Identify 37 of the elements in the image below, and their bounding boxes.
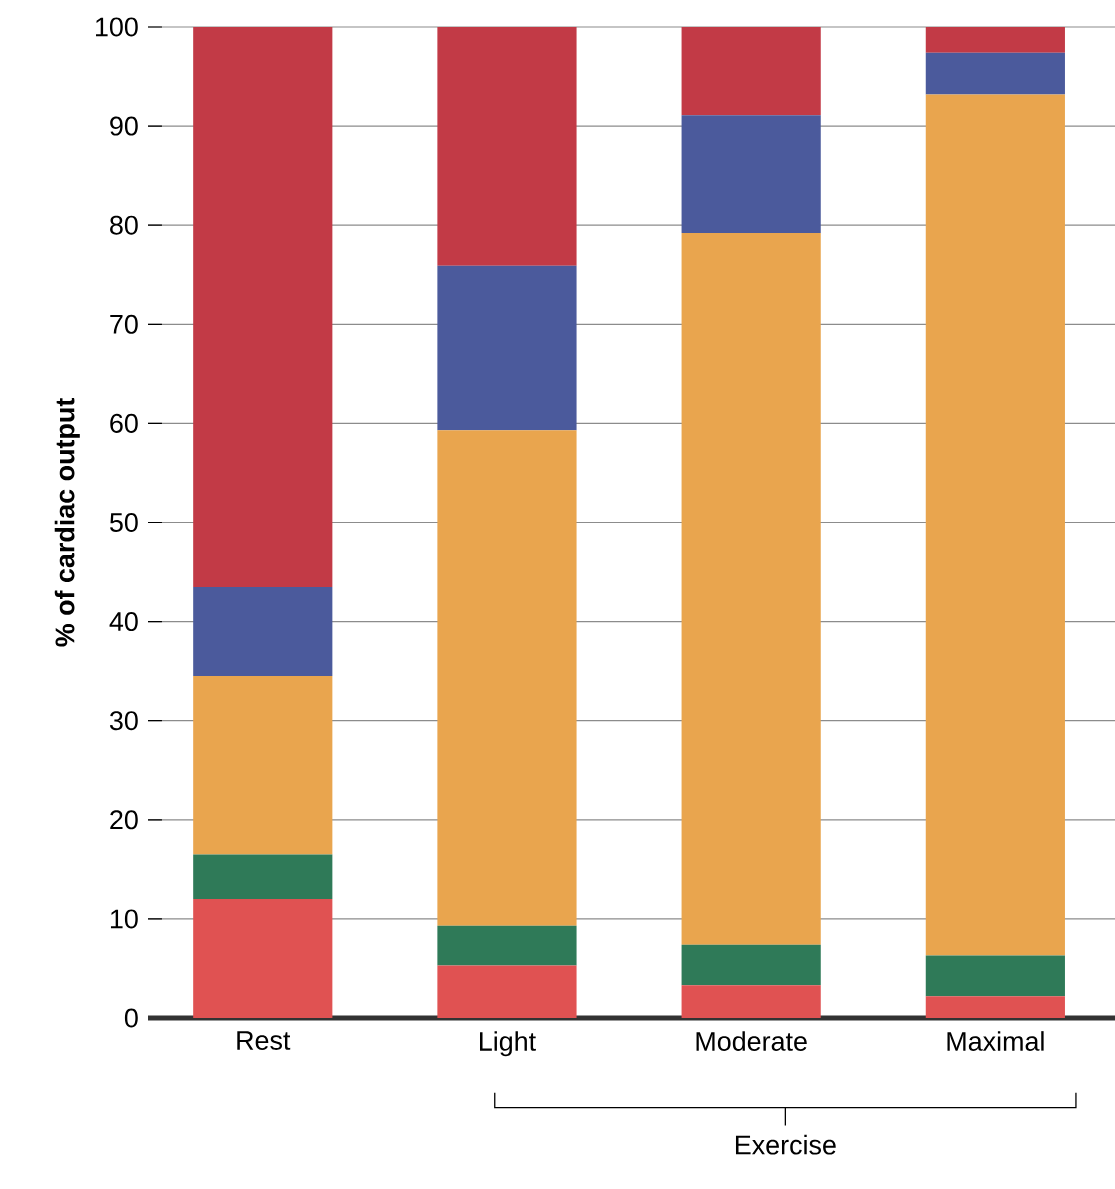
y-tick-label: 50 bbox=[109, 512, 138, 533]
x-tick-label: Moderate bbox=[696, 1031, 807, 1051]
y-tick-label: 60 bbox=[110, 413, 138, 433]
bar bbox=[681, 233, 821, 945]
bar bbox=[925, 996, 1065, 1018]
y-tick-label: 40 bbox=[109, 612, 138, 632]
x-tick-label: Maximal bbox=[947, 1031, 1044, 1051]
bar bbox=[193, 26, 333, 587]
bar bbox=[193, 854, 333, 900]
bar bbox=[437, 965, 577, 1018]
bar bbox=[437, 430, 577, 926]
bar bbox=[193, 676, 333, 855]
bar bbox=[437, 265, 577, 431]
x-tick-label: Light bbox=[480, 1031, 536, 1057]
text: Exercise bbox=[735, 1134, 836, 1155]
x-tick-label: Rest bbox=[237, 1031, 291, 1050]
bar bbox=[681, 985, 821, 1018]
bar bbox=[681, 944, 821, 986]
bar bbox=[437, 925, 577, 966]
bar bbox=[193, 899, 333, 1018]
y-tick-label: 10 bbox=[110, 909, 138, 929]
bar bbox=[681, 115, 821, 234]
bar bbox=[925, 955, 1065, 997]
y-tick-label: 90 bbox=[110, 116, 138, 136]
y-tick-label: 70 bbox=[110, 314, 138, 334]
bar bbox=[193, 586, 333, 677]
y-tick-label: 30 bbox=[109, 711, 138, 731]
y-tick-label: 20 bbox=[110, 810, 138, 830]
bar bbox=[925, 94, 1065, 956]
y-tick-label: 100 bbox=[96, 17, 138, 37]
bar bbox=[437, 26, 577, 266]
bar bbox=[925, 26, 1065, 53]
bar bbox=[925, 52, 1065, 95]
y-tick-label: 80 bbox=[110, 215, 138, 235]
y-tick-label: 0 bbox=[124, 1008, 138, 1028]
bar bbox=[681, 26, 821, 116]
y-axis-title: % of cardiac output bbox=[54, 398, 80, 647]
